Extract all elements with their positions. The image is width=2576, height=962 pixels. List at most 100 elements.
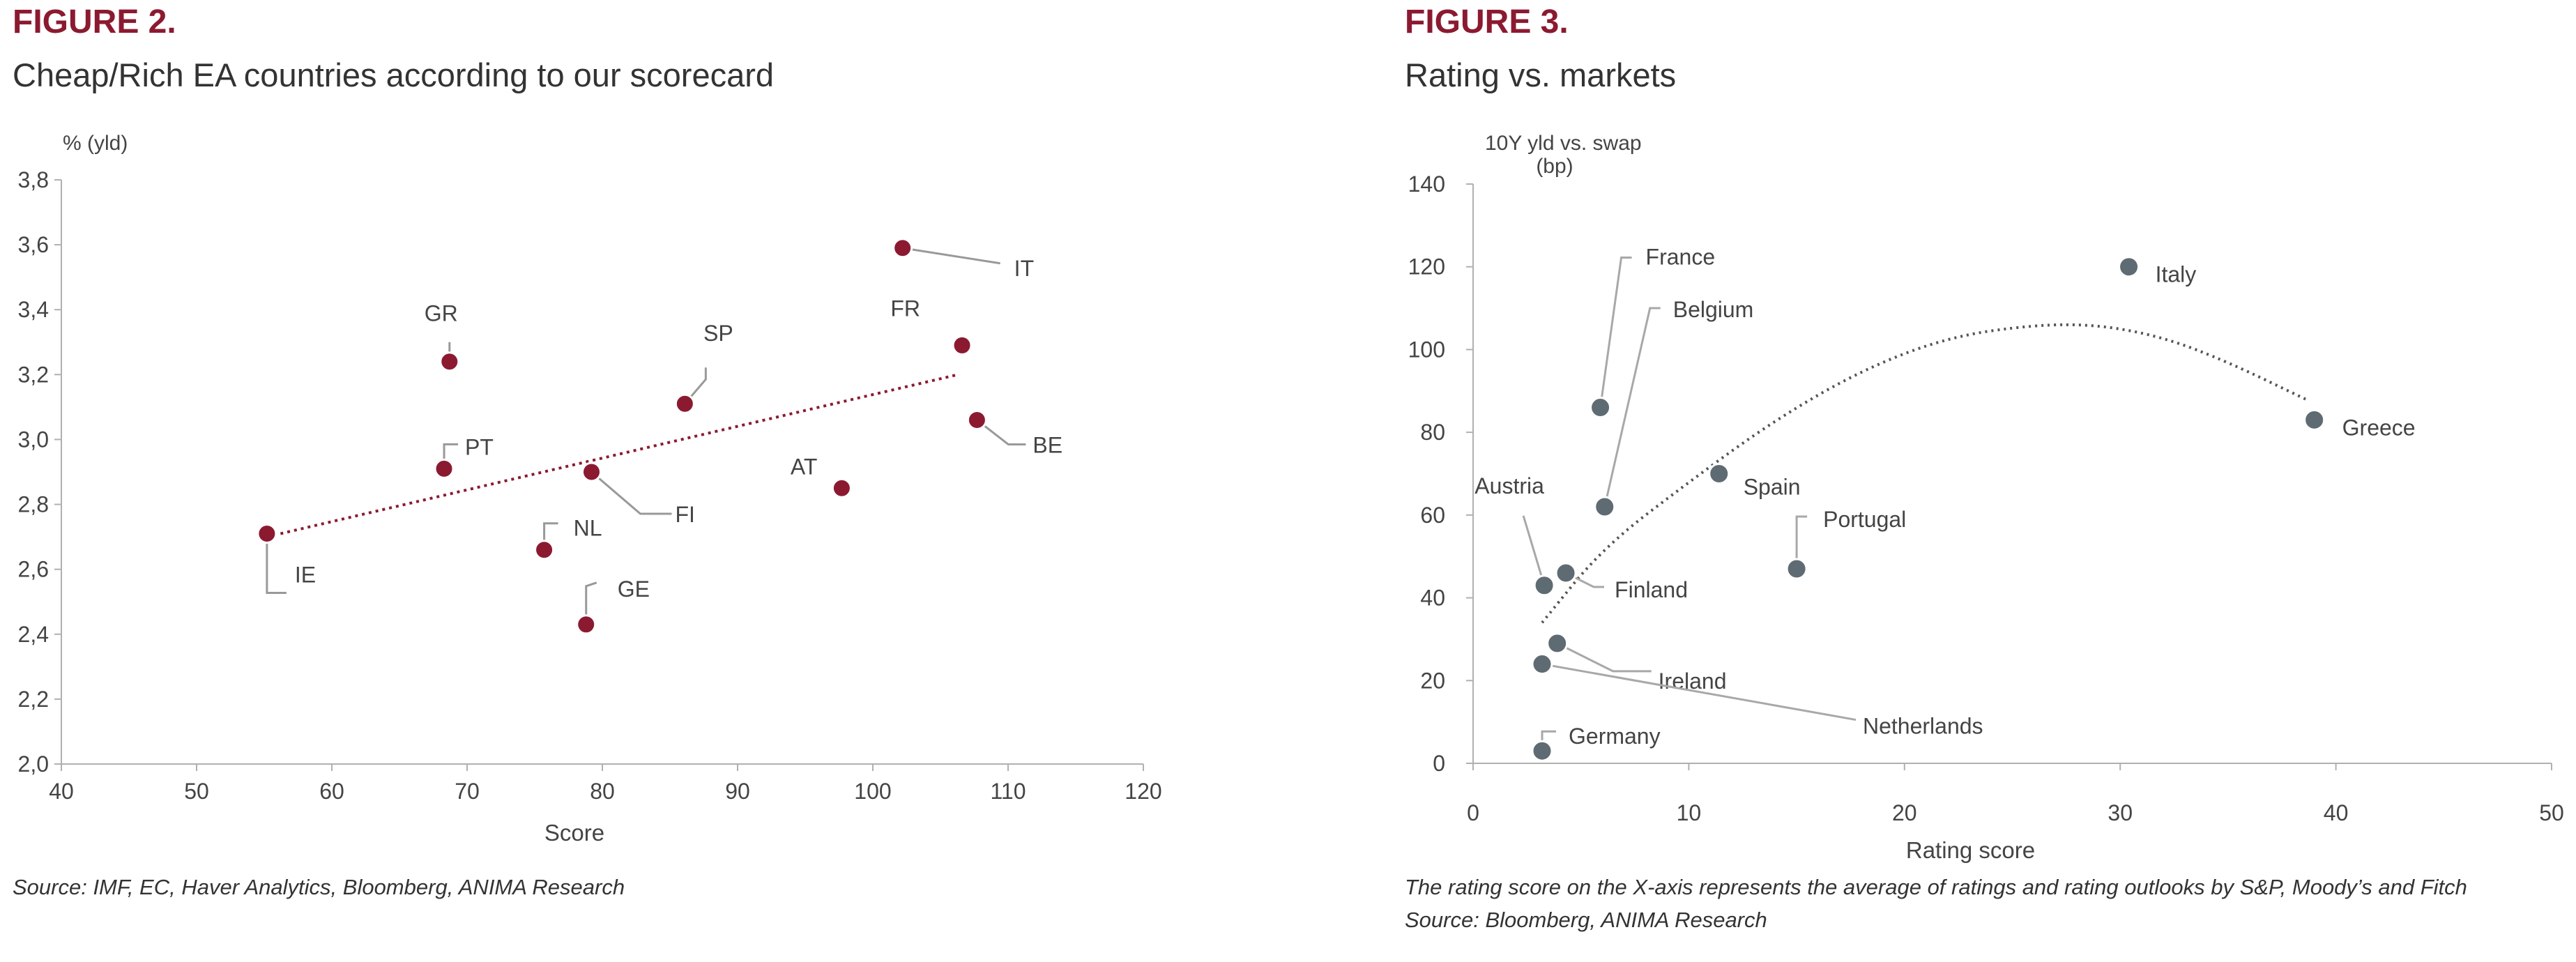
data-label-finland: Finland	[1615, 577, 1688, 602]
data-point-netherlands	[1531, 653, 1553, 675]
figure-3-chart: 0 20 40 60 80 100 120 140 0 10 20 30 40 50 10Y yld vs.…	[1408, 132, 2564, 863]
y-tick-label: 20	[1420, 668, 1445, 693]
leader-line	[585, 581, 597, 625]
data-label-it: IT	[1014, 256, 1034, 281]
data-label-fr: FR	[890, 296, 920, 321]
data-label-at: AT	[791, 454, 818, 479]
y-tick-label: 3,8	[18, 167, 49, 192]
data-label-nl: NL	[574, 516, 602, 541]
data-label-france: France	[1646, 245, 1716, 270]
leader-line	[1541, 663, 1857, 722]
data-label-be: BE	[1032, 433, 1062, 458]
trendline	[266, 373, 959, 539]
data-point-it	[892, 238, 913, 259]
x-axis-label: Rating score	[1906, 837, 2035, 863]
data-label-greece: Greece	[2342, 415, 2416, 440]
data-point-finland	[1555, 562, 1577, 584]
leader-line	[976, 419, 1026, 446]
leader-line	[1556, 642, 1652, 673]
data-label-ireland: Ireland	[1659, 669, 1727, 694]
data-point-greece	[2303, 409, 2326, 431]
y-tick-label: 0	[1433, 751, 1445, 776]
figure-2-panel: FIGURE 2. Cheap/Rich EA countries accord…	[0, 0, 1286, 930]
y-tick-label: 80	[1420, 420, 1445, 445]
data-point-france	[1590, 397, 1612, 419]
y-tick-label: 3,6	[18, 232, 49, 257]
data-point-portugal	[1785, 558, 1808, 580]
data-point-nl	[534, 540, 555, 560]
data-point-ie	[257, 523, 277, 544]
x-tick-label: 50	[184, 779, 209, 804]
trend-curve	[1541, 323, 2307, 624]
data-point-be	[966, 410, 987, 431]
x-axis-label: Score	[544, 820, 604, 846]
y-tick-label: 100	[1408, 337, 1445, 362]
leader-line	[1599, 257, 1632, 408]
figure-3-source: Source: Bloomberg, ANIMA Research	[1405, 908, 1767, 932]
x-tick-label: 80	[590, 779, 615, 804]
y-axis-label-line1: 10Y yld vs. swap	[1485, 132, 1642, 155]
x-tick-label: 20	[1892, 800, 1917, 825]
data-label-germany: Germany	[1569, 724, 1661, 749]
y-tick-label: 3,0	[18, 427, 49, 452]
data-label-pt: PT	[465, 434, 494, 459]
data-point-fi	[581, 461, 602, 482]
x-tick-label: 40	[2324, 800, 2349, 825]
figure-3-title: Rating vs. markets	[1405, 56, 1677, 93]
y-tick-label: 120	[1408, 254, 1445, 280]
x-tick-label: 40	[49, 779, 74, 804]
y-axis-label-line2: (bp)	[1536, 155, 1573, 178]
x-tick-label: 90	[725, 779, 750, 804]
leader-line	[684, 367, 707, 405]
figure-2-title: Cheap/Rich EA countries according to our…	[13, 56, 775, 93]
figure-2-source: Source: IMF, EC, Haver Analytics, Bloomb…	[13, 875, 625, 899]
y-tick-label: 3,4	[18, 297, 49, 322]
data-label-belgium: Belgium	[1673, 297, 1754, 322]
y-axis-label: % (yld)	[63, 132, 128, 155]
data-point-ireland	[1546, 632, 1569, 655]
leader-line	[266, 533, 287, 594]
x-tick-label: 0	[1467, 800, 1479, 825]
data-label-fi: FI	[675, 502, 694, 527]
data-label-sp: SP	[703, 321, 733, 346]
x-tick-label: 30	[2108, 800, 2133, 825]
y-tick-label: 140	[1408, 171, 1445, 197]
figure-3-panel: FIGURE 3. Rating vs. markets 0 20 40 60 80 10…	[1286, 0, 2576, 932]
figure-2-chart: 2,0 2,2 2,4 2,6 2,8 3,0 3,2 3,4 3,6 3,8 40 50 60 70 80…	[18, 132, 1162, 846]
leader-line	[902, 247, 1000, 265]
data-point-germany	[1531, 740, 1553, 762]
x-tick-label: 10	[1677, 800, 1702, 825]
data-point-ge	[576, 614, 597, 635]
data-point-gr	[439, 351, 460, 372]
data-label-italy: Italy	[2156, 262, 2197, 287]
data-label-gr: GR	[425, 301, 458, 326]
x-tick-label: 50	[2539, 800, 2564, 825]
leader-line	[590, 471, 672, 515]
y-tick-label: 2,2	[18, 687, 49, 712]
data-point-pt	[434, 458, 455, 479]
x-tick-label: 100	[854, 779, 891, 804]
data-point-austria	[1533, 574, 1555, 597]
y-tick-label: 2,0	[18, 751, 49, 777]
leader-line	[1795, 515, 1808, 570]
figure-3-note: The rating score on the X-axis represent…	[1405, 875, 2467, 899]
data-label-spain: Spain	[1744, 475, 1801, 500]
y-tick-label: 60	[1420, 503, 1445, 528]
data-label-ge: GE	[618, 577, 650, 602]
data-point-belgium	[1594, 496, 1616, 518]
data-point-fr	[952, 335, 973, 356]
x-tick-label: 60	[319, 779, 344, 804]
data-label-portugal: Portugal	[1823, 507, 1906, 532]
data-label-ie: IE	[295, 562, 316, 587]
x-tick-label: 110	[990, 779, 1026, 804]
data-point-spain	[1708, 463, 1730, 484]
data-point-at	[831, 478, 852, 498]
data-point-sp	[674, 393, 695, 414]
figure-2-label: FIGURE 2.	[13, 3, 176, 40]
figure-3-label: FIGURE 3.	[1405, 3, 1569, 40]
data-label-netherlands: Netherlands	[1863, 714, 1983, 739]
x-tick-label: 120	[1125, 779, 1161, 804]
leader-line	[1603, 307, 1661, 507]
y-tick-label: 2,6	[18, 557, 49, 582]
data-point-italy	[2118, 256, 2140, 278]
